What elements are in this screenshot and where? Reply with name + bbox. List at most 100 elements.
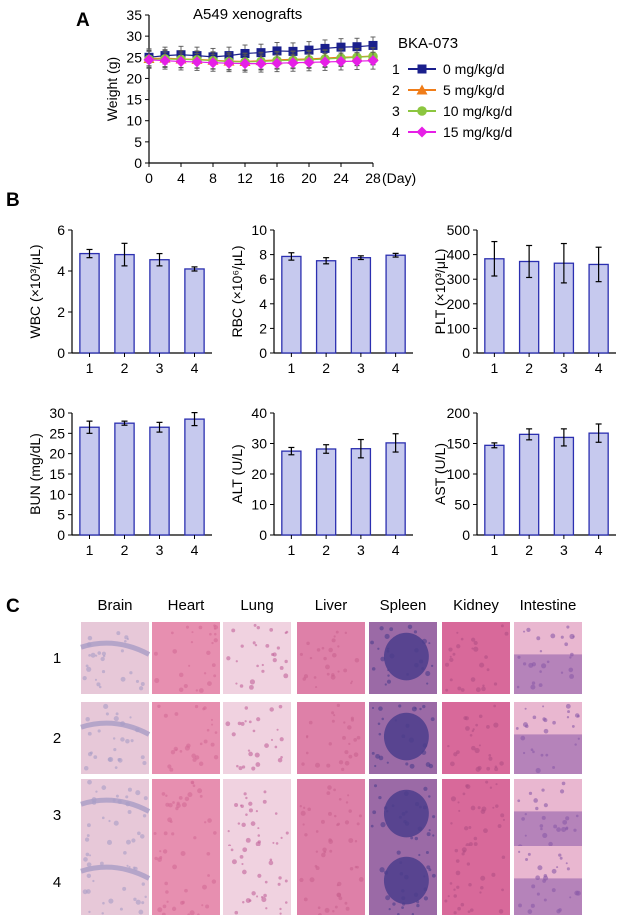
tissue-nucleus — [494, 767, 499, 772]
tissue-nucleus — [234, 910, 239, 915]
tissue-nucleus — [269, 858, 273, 862]
tissue-nucleus — [449, 882, 453, 885]
tissue-nucleus — [456, 885, 460, 889]
tissue-nucleus — [235, 660, 238, 663]
tissue-nucleus — [559, 789, 565, 794]
tissue-nucleus — [241, 822, 246, 827]
bar — [149, 259, 170, 354]
tissue-nucleus — [108, 819, 111, 823]
tissue-nucleus — [265, 907, 268, 910]
tissue-nucleus — [532, 715, 537, 720]
tissue-nucleus — [403, 791, 409, 796]
tissue-nucleus — [138, 909, 144, 915]
tissue-nucleus — [480, 886, 484, 890]
series-1-point — [352, 42, 362, 52]
tissue-nucleus — [313, 676, 317, 679]
tissue-nucleus — [301, 762, 305, 766]
tissue-nucleus — [457, 801, 460, 804]
tissue-nucleus — [99, 861, 104, 866]
series-4-point — [255, 58, 267, 70]
tissue-nucleus — [303, 897, 308, 902]
tissue-nucleus — [89, 854, 92, 857]
tissue-nucleus — [530, 903, 535, 908]
tissue-nucleus — [458, 809, 461, 812]
tissue-nucleus — [205, 904, 210, 909]
tissue-nucleus — [457, 686, 462, 691]
tissue-nucleus — [517, 655, 521, 659]
tissue-nucleus — [303, 806, 306, 809]
tissue-nucleus — [405, 723, 410, 728]
tissue-nucleus — [187, 792, 193, 798]
x-tick-label: 2 — [322, 360, 330, 376]
tissue-nucleus — [575, 814, 579, 818]
y-tick-label: 40 — [251, 405, 267, 421]
tissue-nucleus — [471, 637, 476, 642]
tissue-nucleus — [569, 674, 575, 679]
tissue-nucleus — [426, 682, 429, 685]
tissue-column-label: Lung — [240, 597, 273, 614]
tissue-nucleus — [564, 642, 569, 647]
tissue-nucleus — [530, 748, 534, 752]
tissue-nucleus — [432, 815, 436, 819]
tissue-nucleus — [337, 670, 340, 673]
tissue-nucleus — [467, 910, 471, 914]
tissue-nucleus — [532, 750, 535, 754]
y-tick-label: 8 — [259, 247, 267, 263]
tissue-nucleus — [130, 739, 134, 743]
tissue-nucleus — [283, 673, 289, 679]
tissue-nucleus — [387, 647, 390, 650]
tissue-nucleus — [123, 851, 127, 855]
tissue-nucleus — [237, 822, 241, 825]
tissue-nucleus — [448, 647, 453, 652]
tissue-nucleus — [558, 853, 562, 857]
y-tick-label: 500 — [447, 222, 471, 238]
tissue-nucleus — [428, 763, 434, 769]
tissue-nucleus — [488, 756, 493, 761]
tissue-nucleus — [455, 870, 461, 876]
tissue-nucleus — [540, 827, 543, 831]
tissue-nucleus — [108, 756, 114, 763]
tissue-nucleus — [535, 875, 540, 881]
tissue-nucleus — [415, 802, 420, 807]
tissue-nucleus — [560, 671, 564, 674]
tissue-nucleus — [370, 640, 374, 645]
tissue-nucleus — [543, 728, 549, 734]
tissue-nucleus — [271, 653, 275, 657]
tissue-nucleus — [255, 841, 261, 847]
tissue-nucleus — [559, 856, 563, 860]
tissue-nucleus — [254, 643, 258, 647]
tissue-nucleus — [484, 655, 488, 659]
tissue-nucleus — [285, 630, 289, 634]
tissue-nucleus — [135, 727, 140, 733]
tissue-nucleus — [329, 849, 333, 853]
tissue-nucleus — [162, 904, 167, 909]
tissue-nucleus — [401, 811, 406, 816]
tissue-nucleus — [302, 823, 305, 826]
tissue-nucleus — [430, 664, 434, 667]
tissue-nucleus — [528, 791, 533, 796]
tissue-nucleus — [468, 882, 472, 887]
tissue-nucleus — [572, 635, 575, 638]
tissue-nucleus — [179, 750, 183, 753]
tissue-nucleus — [426, 832, 431, 837]
x-axis-label: (Day) — [382, 170, 416, 186]
bar-chart-plt: 0 100 200 300 400 500 1 2 3 4 PLT (×10³/μL) — [432, 222, 616, 376]
tissue-nucleus — [178, 687, 184, 693]
x-tick-label: 4 — [191, 360, 199, 376]
x-tick-label: 28 — [365, 170, 381, 186]
tissue-nucleus — [198, 761, 204, 766]
panel-a-letter: A — [76, 10, 90, 31]
y-tick-label: 100 — [447, 320, 471, 336]
tissue-nucleus — [575, 890, 581, 896]
tissue-nucleus — [462, 792, 466, 796]
tissue-nucleus — [353, 738, 358, 742]
tissue-nucleus — [387, 669, 390, 672]
bar — [518, 433, 540, 536]
tissue-nucleus — [450, 822, 453, 825]
tissue-nucleus — [492, 806, 495, 809]
spleen-follicle — [383, 856, 429, 905]
tissue-nucleus — [450, 761, 455, 767]
tissue-nucleus — [157, 704, 161, 708]
